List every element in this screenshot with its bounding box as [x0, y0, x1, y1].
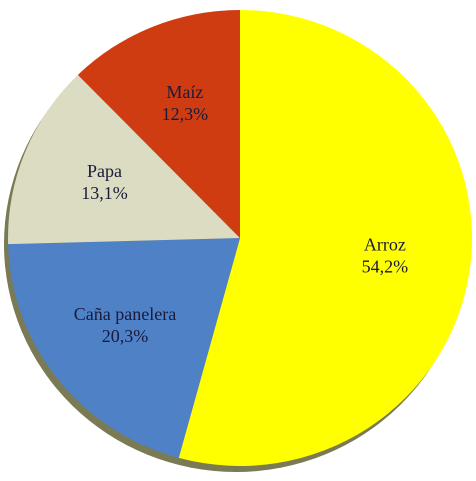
slice-value-label: 12,3%	[162, 104, 209, 124]
pie-slice	[7, 74, 240, 245]
pie-slice	[8, 238, 240, 458]
slice-label: Maíz	[166, 82, 203, 102]
slice-label: Caña panelera	[74, 304, 176, 324]
pie-slice	[178, 10, 472, 466]
slice-value-label: 54,2%	[362, 256, 409, 276]
pie-slice	[77, 10, 240, 238]
slice-value-label: 13,1%	[81, 183, 128, 203]
slice-value-label: 20,3%	[102, 326, 149, 346]
slice-label: Arroz	[364, 234, 406, 254]
slice-label: Papa	[87, 161, 122, 181]
